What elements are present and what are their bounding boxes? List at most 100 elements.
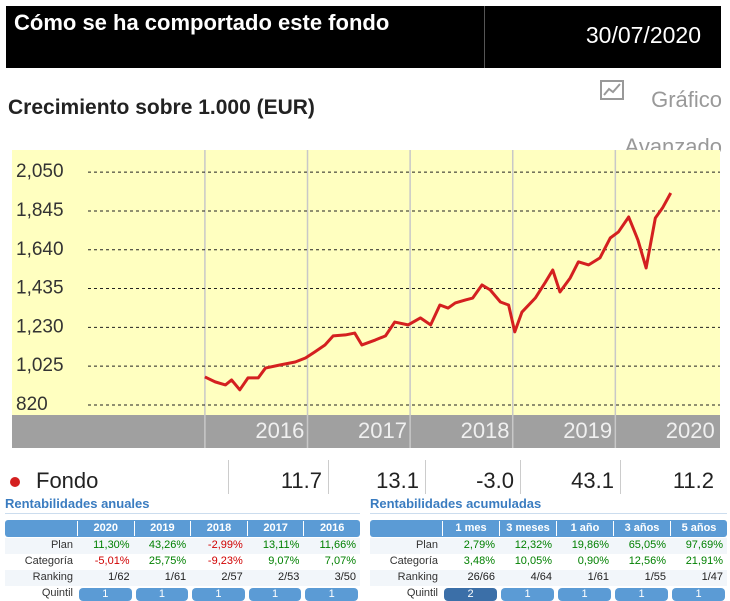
cell-divider xyxy=(228,460,229,494)
table-cell: 97,69% xyxy=(685,539,723,551)
table-rule xyxy=(5,513,360,514)
fondo-row: Fondo 11.7 13.1 -3.0 43.1 11.2 xyxy=(0,460,730,496)
row-label: Quintil xyxy=(41,587,73,599)
quintile-badge: 1 xyxy=(248,588,302,601)
table-cell: 12,56% xyxy=(628,555,666,567)
quintile-badge: 1 xyxy=(135,588,189,601)
column-header: 2018 xyxy=(190,521,247,536)
table-cell: -9,23% xyxy=(207,555,243,567)
legend-dot xyxy=(10,477,20,487)
table-cell: 3,48% xyxy=(463,555,495,567)
table-cell: 1/62 xyxy=(108,571,130,583)
table-header xyxy=(370,520,727,537)
y-tick-label: 820 xyxy=(16,394,48,415)
x-tick-label: 2019 xyxy=(563,418,612,443)
table-cell: 2/53 xyxy=(277,571,300,583)
table-cell: 1/55 xyxy=(644,571,666,583)
row-label: Plan xyxy=(415,539,438,551)
row-label: Ranking xyxy=(32,571,73,583)
column-header: 5 años xyxy=(670,521,727,536)
column-header: 1 año xyxy=(556,521,613,536)
legend-label: Fondo xyxy=(36,468,99,493)
table-cell: 11,30% xyxy=(93,539,130,551)
table-header xyxy=(5,520,360,537)
table-cell: 21,91% xyxy=(685,555,723,567)
table-cell: 1/61 xyxy=(164,571,187,583)
y-tick-label: 2,050 xyxy=(16,161,64,182)
row-label: Ranking xyxy=(397,571,438,583)
line-series xyxy=(204,192,673,392)
x-tick-label: 2020 xyxy=(666,418,715,443)
row-label: Plan xyxy=(50,539,73,551)
return-value: 11.2 xyxy=(672,468,714,493)
return-value: -3.0 xyxy=(476,468,514,493)
quintile-badge: 1 xyxy=(672,588,725,601)
column-header: 3 meses xyxy=(499,521,556,536)
header-title: Cómo se ha comportado este fondo xyxy=(14,10,390,35)
table-cell: 43,26% xyxy=(148,539,187,551)
cell-divider xyxy=(425,460,426,494)
y-tick-label: 1,640 xyxy=(16,239,64,260)
x-tick-label: 2016 xyxy=(255,418,304,443)
quintile-badge: 1 xyxy=(615,588,668,601)
quintile-badge: 1 xyxy=(79,588,132,601)
header-date: 30/07/2020 xyxy=(585,22,701,48)
y-tick-label: 1,230 xyxy=(16,316,64,337)
column-header: 2019 xyxy=(133,521,191,536)
table-cell: 13,11% xyxy=(262,539,300,551)
table-cell: 9,07% xyxy=(268,555,300,567)
quintile-badge: 1 xyxy=(558,588,611,601)
row-label: Categoría xyxy=(24,555,73,567)
quintile-badge: 1 xyxy=(305,588,358,601)
column-header: 2017 xyxy=(246,521,304,536)
table-cell: 1/47 xyxy=(701,571,723,583)
chart-icon xyxy=(600,80,624,100)
cell-divider xyxy=(620,460,621,494)
table-cell: 10,05% xyxy=(514,555,552,567)
table-cell: 65,05% xyxy=(628,539,666,551)
table-cell: 11,66% xyxy=(319,539,356,551)
column-header: 1 mes xyxy=(442,521,499,536)
table-cell: 0,90% xyxy=(577,555,609,567)
x-axis-band xyxy=(12,415,720,448)
chart-title: Crecimiento sobre 1.000 (EUR) xyxy=(8,96,315,119)
column-header: 2020 xyxy=(77,521,134,536)
table-cell: 3/50 xyxy=(334,571,356,583)
quintile-badge: 1 xyxy=(501,588,554,601)
cell-divider xyxy=(328,460,329,494)
table-cell: 25,75% xyxy=(148,555,187,567)
x-tick-label: 2018 xyxy=(461,418,510,443)
row-label: Categoría xyxy=(389,555,438,567)
header-bar: Cómo se ha comportado este fondo 30/07/2… xyxy=(6,6,721,68)
table-cell: 2,79% xyxy=(463,539,495,551)
return-value: 43.1 xyxy=(571,468,614,493)
row-band xyxy=(370,570,727,586)
chart: 2016 2017 2018 2019 2020 820 1,025 1,230 1,435 1,… xyxy=(12,150,720,448)
table-cell: -5,01% xyxy=(94,555,130,567)
cell-divider xyxy=(520,460,521,494)
row-band xyxy=(5,570,360,586)
table-cell: 19,86% xyxy=(571,539,609,551)
table-cell: 12,32% xyxy=(514,539,552,551)
y-tick-label: 1,435 xyxy=(16,278,64,299)
x-tick-label: 2017 xyxy=(358,418,407,443)
row-band xyxy=(370,538,727,554)
table-rule xyxy=(370,513,727,514)
y-tick-label: 1,845 xyxy=(16,200,64,221)
return-value: 13.1 xyxy=(376,468,419,493)
table-cell: 1/61 xyxy=(587,571,609,583)
table-cell: 7,07% xyxy=(324,555,356,567)
plot-area xyxy=(12,150,720,415)
divider xyxy=(484,6,485,68)
quintile-badge: 2 xyxy=(444,588,497,601)
table-title: Rentabilidades acumuladas xyxy=(370,496,542,511)
y-tick-label: 1,025 xyxy=(16,355,64,376)
row-band xyxy=(5,538,360,554)
row-label: Quintil xyxy=(406,587,438,599)
quintile-badge: 1 xyxy=(192,588,245,601)
table-cell: 2/57 xyxy=(221,571,243,583)
column-header: 3 años xyxy=(613,521,670,536)
table-cell: 4/64 xyxy=(530,571,552,583)
column-header: 2016 xyxy=(303,521,360,536)
